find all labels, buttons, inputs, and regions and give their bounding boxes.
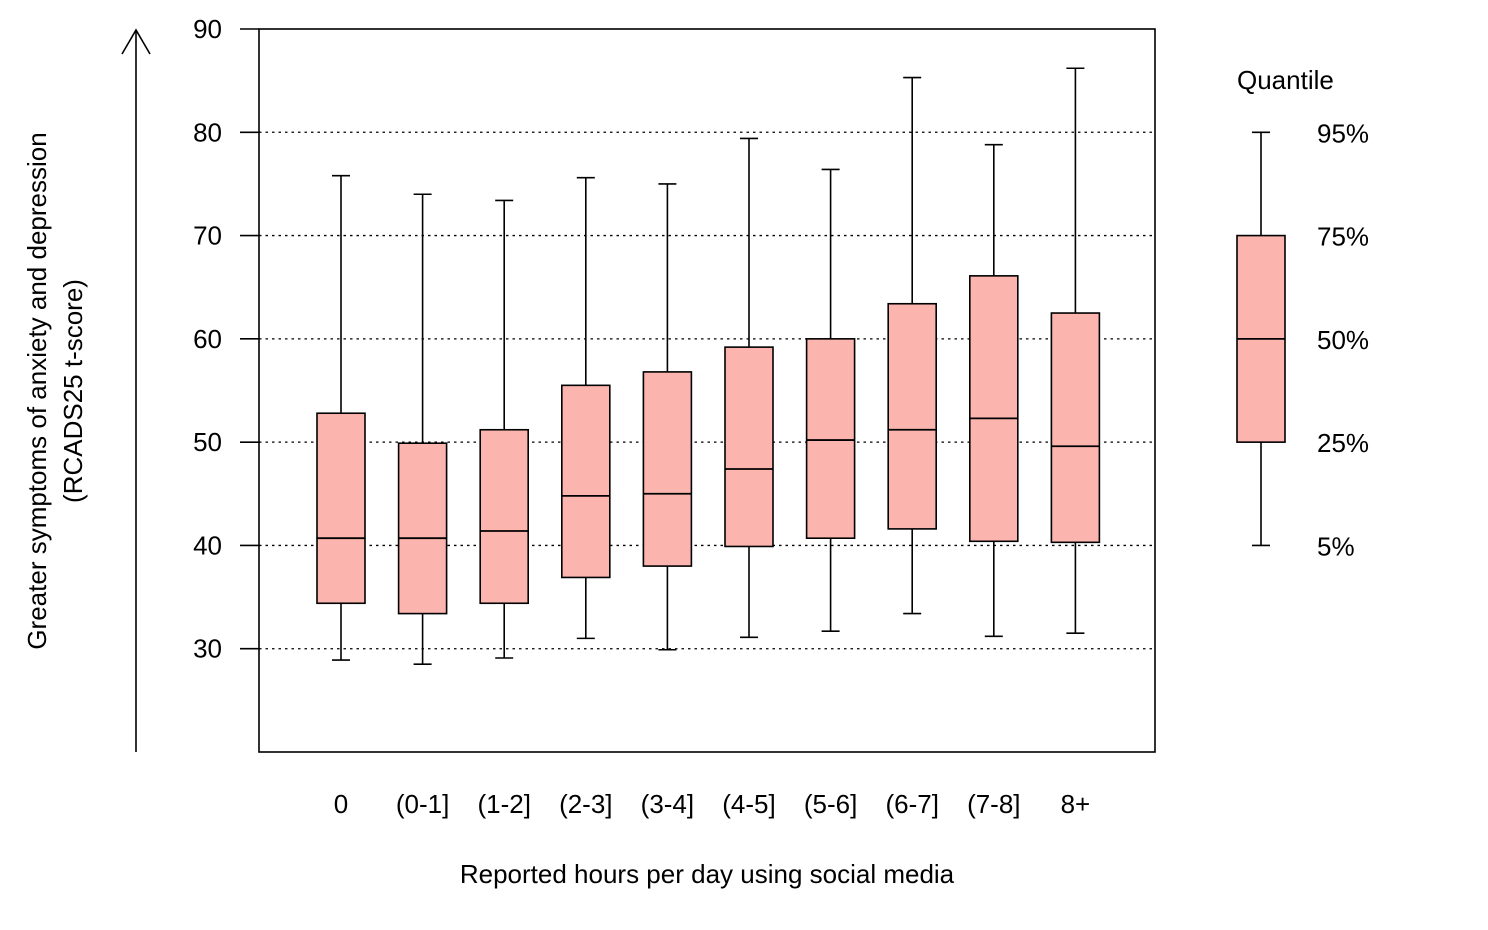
- grid-lines: [259, 131, 1155, 650]
- y-tick-label: 90: [193, 14, 222, 44]
- box: [479, 428, 530, 605]
- box-group: [724, 137, 774, 639]
- box-group: [560, 176, 611, 640]
- box: [887, 302, 938, 530]
- plot-frame: [258, 28, 1156, 753]
- y-tick-label: 80: [193, 117, 222, 147]
- box-group: [968, 143, 1019, 638]
- y-tick-label: 50: [193, 427, 222, 457]
- x-tick-label: 0: [334, 789, 348, 819]
- y-axis-label-line1: Greater symptoms of anxiety and depressi…: [22, 132, 52, 649]
- box: [560, 384, 611, 579]
- boxes: [316, 67, 1101, 666]
- x-tick-label: (2-3]: [559, 789, 612, 819]
- box: [805, 338, 856, 539]
- box-group: [805, 168, 856, 632]
- y-tick-label: 70: [193, 221, 222, 251]
- legend-title: Quantile: [1237, 65, 1334, 95]
- y-tick-label: 60: [193, 324, 222, 354]
- box-group: [887, 76, 938, 615]
- y-axis-arrow-head: [121, 28, 151, 55]
- x-tick-label: (1-2]: [477, 789, 530, 819]
- x-tick-label: (4-5]: [722, 789, 775, 819]
- y-tick-label: 30: [193, 634, 222, 664]
- box-group: [316, 174, 366, 661]
- box-group: [479, 199, 530, 659]
- x-axis-label: Reported hours per day using social medi…: [460, 859, 955, 889]
- legend-box: [1236, 131, 1286, 547]
- legend-label: 95%: [1317, 118, 1369, 148]
- box: [316, 412, 366, 605]
- legend-label: 25%: [1317, 428, 1369, 458]
- box: [642, 371, 693, 567]
- y-tick-label: 40: [193, 530, 222, 560]
- x-tick-label: (5-6]: [804, 789, 857, 819]
- x-tick-label: 8+: [1061, 789, 1091, 819]
- y-axis-label-line2: (RCADS25 t-score): [58, 279, 88, 503]
- legend-label: 50%: [1317, 325, 1369, 355]
- legend-label: 75%: [1317, 222, 1369, 252]
- x-tick-label: (0-1]: [396, 789, 449, 819]
- x-tick-label: (3-4]: [641, 789, 694, 819]
- box-group: [642, 183, 693, 651]
- box: [397, 442, 448, 615]
- box: [1050, 312, 1101, 544]
- box-group: [1050, 67, 1101, 635]
- box-group: [397, 193, 448, 666]
- legend-label: 5%: [1317, 531, 1355, 561]
- legend: Quantile 95% 75% 50% 25% 5%: [1236, 65, 1369, 561]
- x-axis-tick-labels: 0 (0-1] (1-2] (2-3] (3-4] (4-5] (5-6] (6-7] (7-8…: [334, 789, 1090, 819]
- x-tick-label: (7-8]: [967, 789, 1020, 819]
- box: [724, 346, 774, 548]
- x-tick-label: (6-7]: [885, 789, 938, 819]
- box: [968, 275, 1019, 543]
- y-axis: 30 40 50 60 70 80 90: [193, 14, 259, 664]
